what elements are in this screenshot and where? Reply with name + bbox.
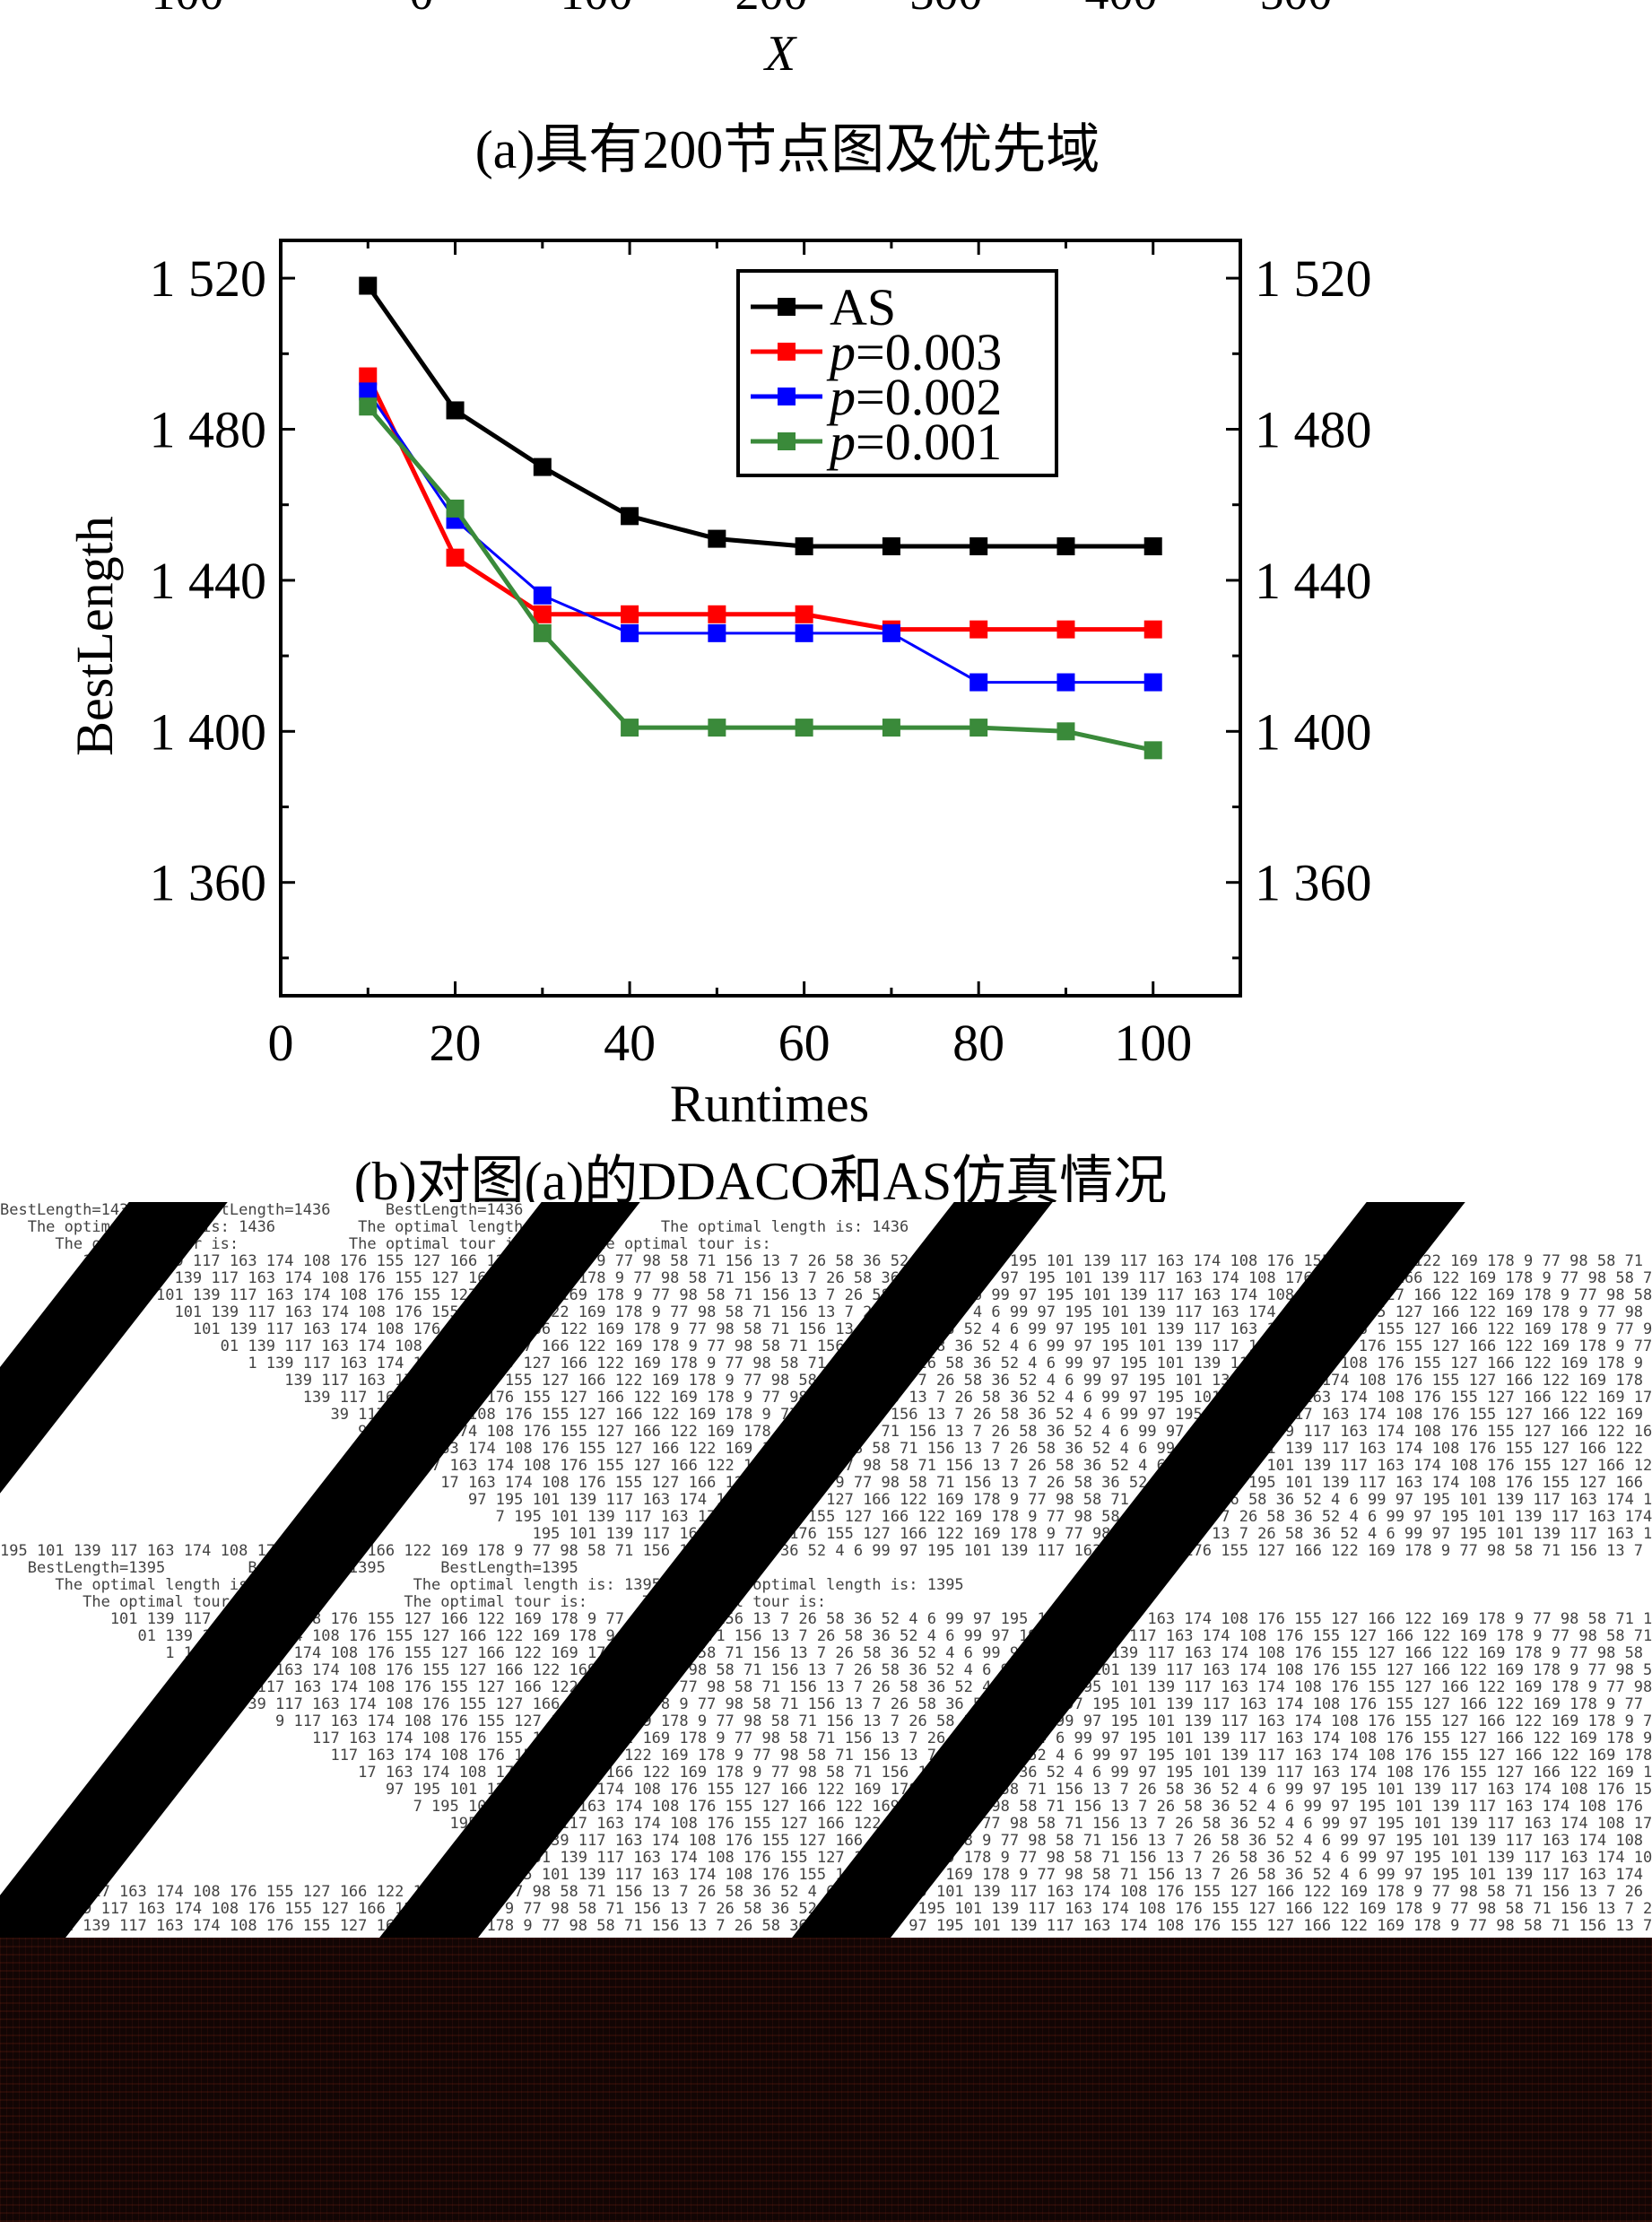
x-axis-label: Runtimes bbox=[670, 1075, 869, 1133]
top-x-tick-label: 500 bbox=[1260, 0, 1333, 16]
data-point-p=0.001 bbox=[882, 719, 900, 737]
top-x-tick-label: -100 bbox=[143, 0, 223, 16]
data-point-p=0.002 bbox=[1143, 673, 1162, 692]
y-tick-label-right: 1 480 bbox=[1255, 401, 1372, 459]
top-x-tick-label: 100 bbox=[561, 0, 633, 16]
data-point-AS bbox=[882, 537, 900, 556]
legend-label-p=0.001: p=0.001 bbox=[826, 413, 1002, 471]
legend-label-p=0.003: p=0.003 bbox=[826, 323, 1002, 381]
series-line-p=0.001 bbox=[366, 405, 1154, 753]
data-point-p=0.002 bbox=[708, 623, 726, 642]
data-point-p=0.002 bbox=[969, 673, 988, 692]
y-tick-label-right: 1 400 bbox=[1255, 702, 1372, 761]
data-point-p=0.003 bbox=[359, 367, 378, 386]
noise-band bbox=[0, 1938, 1652, 2222]
data-point-p=0.003 bbox=[1056, 620, 1075, 639]
data-point-p=0.002 bbox=[359, 382, 378, 401]
data-point-p=0.003 bbox=[708, 605, 726, 623]
data-point-p=0.002 bbox=[533, 586, 552, 605]
y-tick-label: 1 360 bbox=[150, 854, 267, 912]
program-output-text: BestLength=1436 BestLength=1436 BestLeng… bbox=[0, 1202, 1652, 1935]
y-axis-label: BestLength bbox=[65, 516, 124, 755]
data-point-AS bbox=[969, 537, 988, 556]
legend-marker-AS bbox=[778, 298, 796, 316]
data-point-p=0.001 bbox=[446, 499, 465, 518]
top-panel-x-ticks: -100 0 100 200 300 400 500 bbox=[143, 0, 1399, 16]
top-x-tick-label: 400 bbox=[1085, 0, 1158, 16]
legend-marker-p=0.003 bbox=[778, 343, 796, 361]
data-point-p=0.002 bbox=[882, 623, 900, 642]
data-point-p=0.001 bbox=[1143, 741, 1162, 760]
data-point-p=0.001 bbox=[1056, 722, 1075, 741]
legend-marker-p=0.002 bbox=[778, 388, 796, 405]
caption-b: (b)对图(a)的DDACO和AS仿真情况 bbox=[353, 1152, 1168, 1211]
x-tick-label: 60 bbox=[778, 1014, 830, 1072]
data-point-AS bbox=[359, 276, 378, 295]
x-tick-label: 80 bbox=[952, 1014, 1004, 1072]
y-tick-label-right: 1 440 bbox=[1255, 552, 1372, 610]
data-point-p=0.001 bbox=[795, 719, 813, 737]
x-tick-label: 0 bbox=[268, 1014, 294, 1072]
y-tick-label: 1 480 bbox=[150, 401, 267, 459]
data-point-p=0.001 bbox=[621, 719, 639, 737]
data-point-AS bbox=[795, 537, 813, 556]
data-point-p=0.002 bbox=[795, 623, 813, 642]
data-point-p=0.002 bbox=[621, 623, 639, 642]
top-x-tick-label: 300 bbox=[910, 0, 983, 16]
y-tick-label-right: 1 520 bbox=[1255, 249, 1372, 308]
data-point-p=0.003 bbox=[795, 605, 813, 623]
y-tick-label: 1 440 bbox=[150, 552, 267, 610]
data-point-p=0.001 bbox=[969, 719, 988, 737]
series-line-p=0.003 bbox=[366, 375, 1153, 632]
data-point-p=0.002 bbox=[1056, 673, 1075, 692]
data-point-p=0.001 bbox=[533, 623, 552, 642]
data-point-AS bbox=[708, 529, 726, 548]
caption-a: (a)具有200节点图及优先域 bbox=[474, 120, 1100, 179]
top-x-tick-label: 200 bbox=[735, 0, 808, 16]
data-point-p=0.003 bbox=[969, 620, 988, 639]
data-point-p=0.003 bbox=[533, 605, 552, 623]
data-point-p=0.003 bbox=[1143, 620, 1162, 639]
y-tick-label-right: 1 360 bbox=[1255, 854, 1372, 912]
series-line-AS bbox=[366, 284, 1153, 549]
data-point-p=0.001 bbox=[359, 397, 378, 416]
data-point-AS bbox=[1056, 537, 1075, 556]
data-point-AS bbox=[621, 507, 639, 526]
y-tick-label: 1 520 bbox=[150, 249, 267, 308]
program-output-panel: BestLength=1436 BestLength=1436 BestLeng… bbox=[0, 1202, 1652, 1938]
legend-marker-p=0.001 bbox=[778, 432, 796, 450]
legend-label-p=0.002: p=0.002 bbox=[826, 368, 1002, 426]
x-tick-label: 40 bbox=[604, 1014, 656, 1072]
line-chart: 0 20 40 60 80 100 1 360 1 360 1 400 1 400 1 440 1 4… bbox=[65, 239, 1372, 1133]
data-point-AS bbox=[533, 457, 552, 476]
x-tick-label: 100 bbox=[1114, 1014, 1192, 1072]
x-tick-label: 20 bbox=[430, 1014, 482, 1072]
data-point-p=0.003 bbox=[621, 605, 639, 623]
series-line-p=0.002 bbox=[367, 390, 1153, 684]
legend-label-AS: AS bbox=[830, 278, 896, 336]
top-x-tick-label: 0 bbox=[410, 0, 434, 16]
data-point-AS bbox=[1143, 537, 1162, 556]
data-point-AS bbox=[446, 401, 465, 420]
y-tick-label: 1 400 bbox=[150, 702, 267, 761]
data-point-p=0.003 bbox=[446, 548, 465, 567]
data-point-p=0.001 bbox=[708, 719, 726, 737]
plot-frame bbox=[279, 239, 1242, 998]
top-panel-x-label: X bbox=[764, 26, 796, 82]
